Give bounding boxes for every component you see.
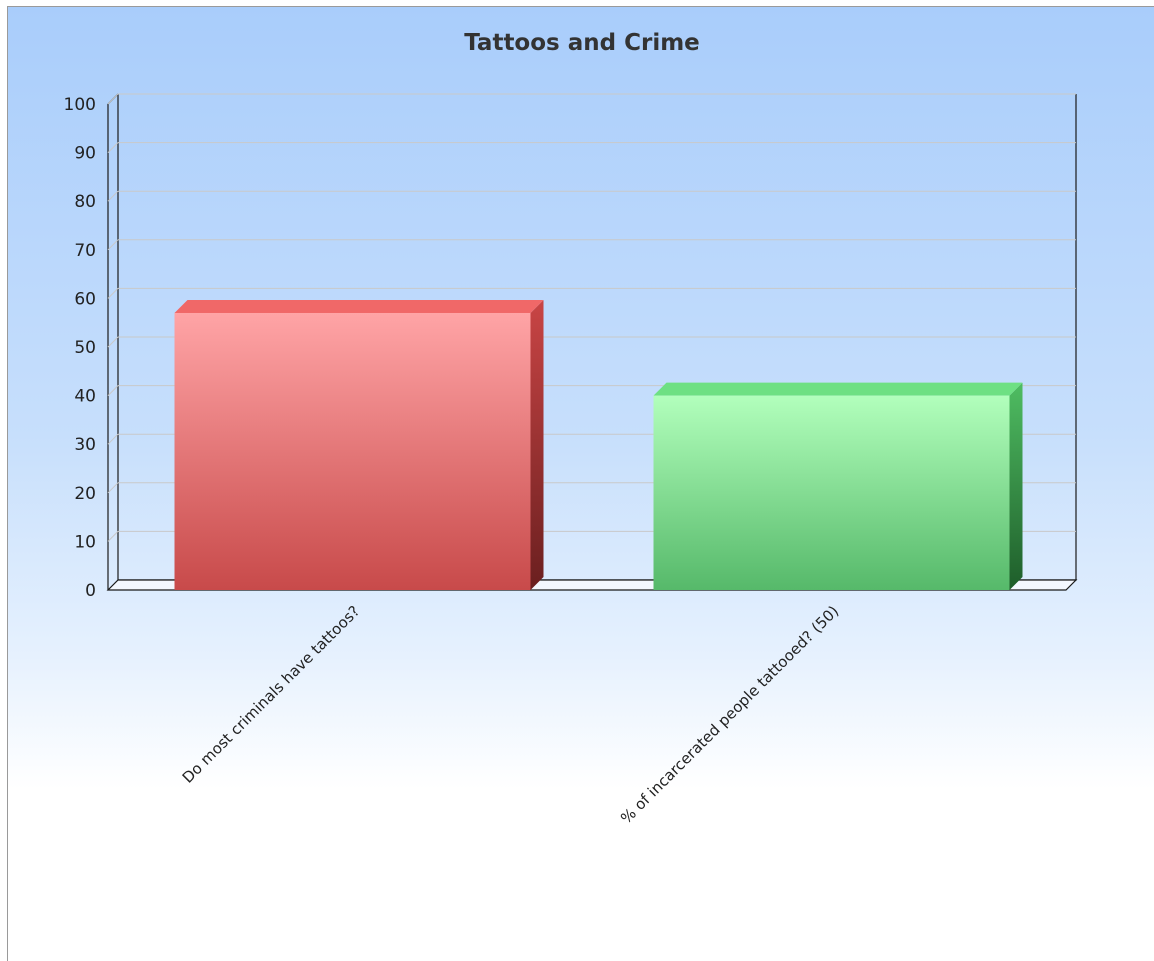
- y-tick-label: 100: [64, 95, 96, 115]
- gridline-side: [107, 190, 119, 202]
- gridline-side: [107, 482, 119, 494]
- x-axis-labels: Do most criminals have tattoos? % of inca…: [179, 602, 843, 827]
- bar-side: [530, 299, 544, 590]
- y-tick-label: 30: [74, 435, 96, 455]
- y-tick-label: 10: [74, 532, 96, 552]
- gridline-side: [107, 142, 119, 153]
- y-tick-label: 60: [74, 289, 96, 309]
- y-axis-ticks: 0 10 20 30 40 50 60 70 80 90 100: [64, 95, 96, 601]
- y-tick-label: 0: [85, 581, 96, 601]
- y-tick-label: 20: [74, 484, 96, 504]
- bar: [653, 382, 1023, 590]
- bar-side: [1009, 382, 1023, 590]
- bar-top: [653, 382, 1023, 396]
- gridline-side: [107, 433, 119, 445]
- y-tick-label: 90: [74, 144, 96, 164]
- gridline-side: [107, 385, 119, 396]
- bars: [174, 299, 1023, 590]
- gridline-side: [107, 288, 119, 299]
- gridline-side: [107, 336, 119, 348]
- y-tick-label: 70: [74, 241, 96, 261]
- chart-title: Tattoos and Crime: [464, 30, 700, 56]
- y-tick-label: 50: [74, 338, 96, 358]
- bar: [174, 299, 544, 590]
- gridline-side: [107, 239, 119, 251]
- x-category-label: Do most criminals have tattoos?: [179, 602, 364, 787]
- gridline-side: [107, 531, 119, 542]
- bar-top: [174, 299, 544, 313]
- bar-front: [174, 312, 531, 590]
- gridline-side: [107, 93, 119, 105]
- x-category-label: % of incarcerated people tattooed? (50): [617, 602, 842, 827]
- bar-front: [653, 395, 1010, 590]
- y-tick-label: 40: [74, 387, 96, 407]
- y-tick-label: 80: [74, 192, 96, 212]
